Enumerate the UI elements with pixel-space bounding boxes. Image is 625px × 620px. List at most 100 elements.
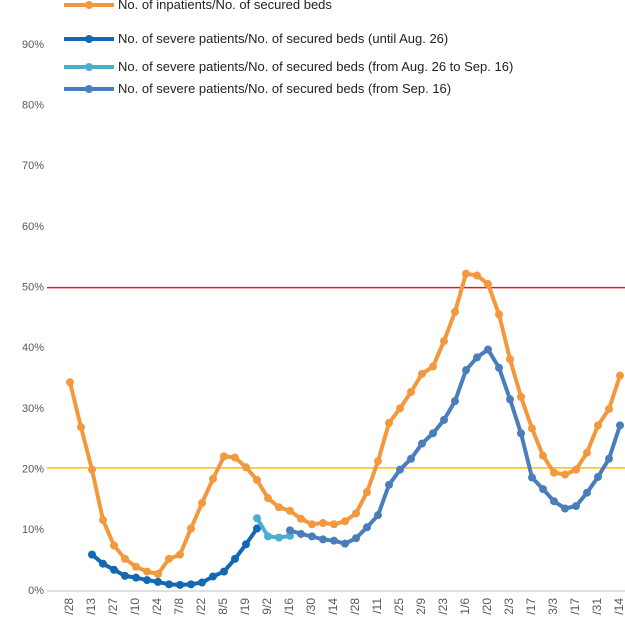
- data-point: [154, 577, 162, 586]
- data-point: [605, 405, 613, 413]
- data-point: [352, 534, 360, 543]
- data-point: [110, 541, 118, 550]
- data-point: [253, 524, 261, 533]
- data-point: [539, 451, 547, 460]
- data-point: [176, 550, 184, 559]
- y-tick-label: 0%: [28, 585, 44, 597]
- data-point: [462, 269, 470, 278]
- legend-item: No. of severe patients/No. of secured be…: [62, 31, 522, 47]
- data-point: [528, 473, 536, 482]
- data-point: [253, 514, 261, 523]
- data-point: [121, 554, 129, 563]
- x-tick-label: /16: [282, 598, 296, 615]
- data-point: [451, 307, 459, 316]
- y-tick-label: 90%: [22, 39, 44, 51]
- data-point: [583, 488, 591, 497]
- data-point: [616, 421, 624, 430]
- data-point: [594, 472, 602, 481]
- data-point: [418, 439, 426, 448]
- data-point: [330, 520, 338, 529]
- data-point: [517, 429, 525, 438]
- x-tick-label: 2/9: [414, 598, 428, 615]
- x-tick-label: /30: [304, 598, 318, 615]
- data-point: [385, 480, 393, 489]
- y-tick-label: 20%: [22, 464, 44, 476]
- data-point: [572, 465, 580, 474]
- legend-swatch: [64, 35, 114, 43]
- data-point: [253, 475, 261, 484]
- data-point: [594, 421, 602, 430]
- data-point: [341, 539, 349, 548]
- x-tick-label: /17: [524, 598, 538, 615]
- data-point: [99, 559, 107, 568]
- legend-marker: [85, 63, 93, 71]
- data-point: [242, 463, 250, 472]
- x-tick-label: /31: [590, 598, 604, 615]
- legend-marker: [85, 1, 93, 9]
- data-point: [242, 540, 250, 549]
- data-point: [528, 424, 536, 433]
- series-line: [68, 271, 622, 577]
- data-point: [484, 345, 492, 354]
- data-point: [517, 392, 525, 401]
- data-point: [231, 554, 239, 563]
- x-tick-label: /23: [436, 598, 450, 615]
- data-point: [286, 526, 294, 535]
- x-tick-label: 7/8: [172, 598, 186, 615]
- data-point: [297, 529, 305, 538]
- data-point: [143, 576, 151, 585]
- legend-swatch: [64, 63, 114, 71]
- data-point: [363, 488, 371, 497]
- data-point: [407, 388, 415, 397]
- data-point: [220, 452, 228, 461]
- data-point: [220, 567, 228, 576]
- data-point: [374, 511, 382, 520]
- y-tick-label: 50%: [22, 282, 44, 294]
- data-point: [396, 465, 404, 474]
- data-point: [187, 580, 195, 589]
- series-line: [255, 517, 291, 540]
- x-tick-label: /20: [480, 598, 494, 615]
- legend-swatch: [64, 1, 114, 9]
- legend-item: No. of severe patients/No. of secured be…: [62, 59, 538, 75]
- y-tick-label: 40%: [22, 342, 44, 354]
- data-point: [110, 565, 118, 574]
- data-point: [198, 499, 206, 508]
- legend-label: No. of severe patients/No. of secured be…: [118, 81, 452, 96]
- data-point: [451, 397, 459, 406]
- data-point: [132, 573, 140, 582]
- data-point: [165, 554, 173, 563]
- x-tick-label: /14: [612, 598, 625, 615]
- x-tick-label: /22: [194, 598, 208, 615]
- data-point: [341, 517, 349, 526]
- x-tick-label: /17: [568, 598, 582, 615]
- data-point: [605, 454, 613, 463]
- data-point: [506, 355, 514, 364]
- data-point: [132, 562, 140, 571]
- data-point: [473, 271, 481, 280]
- y-tick-label: 80%: [22, 100, 44, 112]
- x-tick-label: /19: [238, 598, 252, 615]
- data-point: [297, 514, 305, 523]
- series-line: [289, 347, 622, 546]
- data-point: [583, 448, 591, 457]
- data-point: [352, 509, 360, 518]
- data-point: [385, 418, 393, 427]
- data-point: [286, 506, 294, 515]
- legend-swatch: [64, 85, 114, 93]
- data-point: [66, 378, 74, 387]
- data-point: [99, 516, 107, 525]
- x-tick-label: /28: [62, 598, 76, 615]
- legend-marker: [85, 35, 93, 43]
- x-tick-label: /11: [370, 598, 384, 614]
- x-tick-label: /28: [348, 598, 362, 615]
- data-point: [429, 429, 437, 438]
- data-point: [308, 520, 316, 529]
- data-point: [374, 457, 382, 466]
- data-point: [264, 532, 272, 541]
- x-tick-label: 9/2: [260, 598, 274, 615]
- legend-label: No. of inpatients/No. of secured beds: [118, 0, 332, 12]
- data-point: [198, 578, 206, 587]
- data-point: [495, 310, 503, 319]
